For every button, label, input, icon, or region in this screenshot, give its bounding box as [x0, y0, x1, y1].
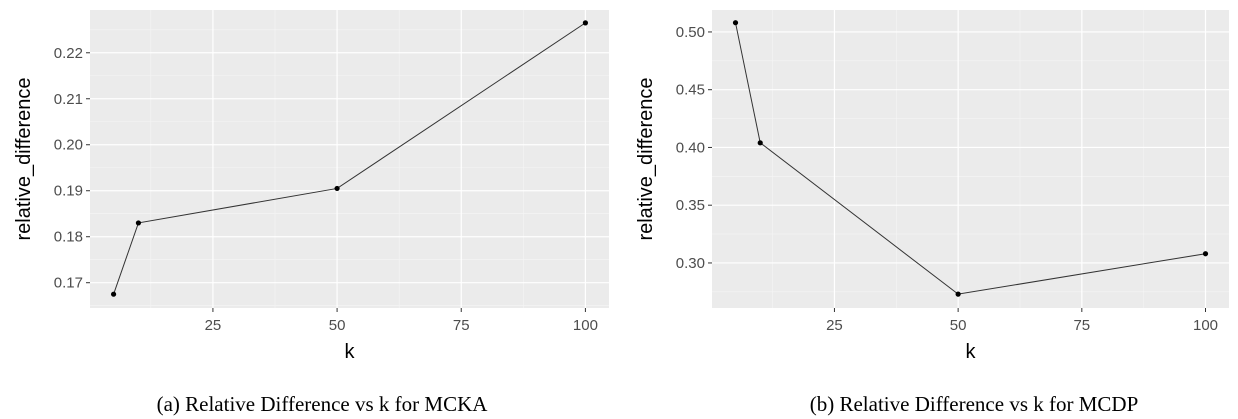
x-axis-title: k — [966, 341, 977, 363]
y-tick-label: 0.35 — [676, 197, 705, 214]
series-line — [735, 22, 1206, 295]
chart-a: 25 50 75 100 0.17 0.18 0.19 0.20 0.21 0.22 k relati… — [13, 10, 609, 416]
y-axis-title: relative_difference — [635, 77, 657, 240]
data-point — [334, 185, 340, 192]
y-tick-label: 0.17 — [54, 275, 83, 292]
y-tick-label: 0.20 — [54, 137, 83, 154]
x-tick-label: 75 — [453, 317, 470, 334]
x-tick-label: 75 — [1073, 317, 1090, 334]
chart-b: 25 50 75 100 0.30 0.35 0.40 0.45 0.50 k relative_d… — [635, 10, 1229, 416]
plot-panel — [712, 10, 1229, 308]
y-tick-label: 0.21 — [54, 91, 83, 108]
figure-caption: (b) Relative Difference vs k for MCDP — [810, 392, 1139, 416]
x-tick-label: 25 — [205, 317, 222, 334]
data-point — [110, 291, 117, 297]
series-line — [113, 22, 586, 295]
plot-panel — [90, 10, 609, 308]
data-point — [757, 140, 763, 146]
y-axis-title: relative_difference — [13, 77, 35, 240]
y-tick-label: 0.19 — [54, 183, 83, 200]
data-point — [1202, 251, 1209, 257]
y-tick-label: 0.18 — [54, 229, 83, 246]
figure-caption: (a) Relative Difference vs k for MCKA — [157, 392, 489, 416]
y-tick-label: 0.30 — [676, 255, 705, 272]
data-point — [732, 20, 739, 26]
x-tick-label: 50 — [329, 317, 346, 334]
y-tick-label: 0.22 — [54, 45, 83, 62]
y-tick-label: 0.45 — [676, 82, 705, 99]
data-point — [135, 220, 142, 226]
y-tick-label: 0.50 — [676, 24, 705, 41]
x-tick-label: 50 — [950, 317, 967, 334]
x-tick-label: 25 — [826, 317, 843, 334]
x-axis-title: k — [345, 341, 356, 363]
y-tick-label: 0.40 — [676, 139, 705, 156]
x-tick-label: 100 — [573, 317, 598, 334]
data-point — [955, 291, 961, 297]
x-tick-label: 100 — [1193, 317, 1218, 334]
data-point — [582, 20, 589, 26]
